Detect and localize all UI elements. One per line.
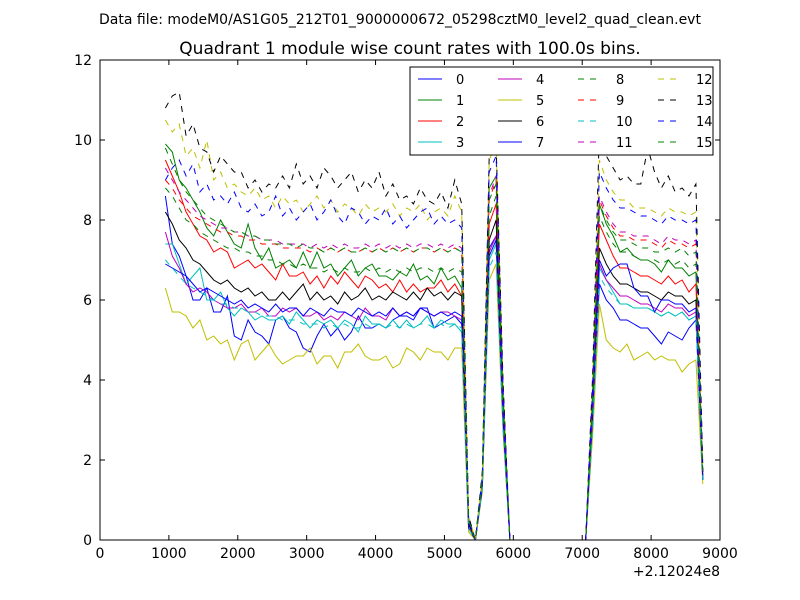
series-line-14 — [164, 155, 704, 540]
y-tick-label: 2 — [83, 453, 92, 469]
y-tick-label: 6 — [83, 293, 92, 309]
y-tick-label: 10 — [74, 133, 92, 149]
x-tick-label: 2000 — [220, 546, 256, 562]
series-layer — [164, 91, 704, 540]
series-line-1 — [165, 143, 704, 540]
legend-label-15: 15 — [696, 136, 713, 151]
series-line-2 — [164, 159, 704, 540]
y-tick-label: 8 — [83, 213, 92, 229]
legend-label-10: 10 — [616, 115, 633, 130]
series-line-10 — [165, 251, 704, 540]
chart-title: Quadrant 1 module wise count rates with … — [179, 39, 640, 59]
series-line-7 — [165, 239, 704, 540]
series-line-9 — [165, 179, 704, 540]
series-line-5 — [164, 263, 704, 540]
series-line-15 — [164, 147, 704, 540]
legend-label-0: 0 — [456, 73, 464, 88]
x-tick-label: 1000 — [151, 546, 187, 562]
legend-label-8: 8 — [616, 73, 624, 88]
y-tick-label: 0 — [83, 533, 92, 549]
series-line-6 — [164, 211, 704, 540]
legend-label-2: 2 — [456, 115, 464, 130]
y-tick-label: 12 — [74, 53, 92, 69]
legend-label-6: 6 — [536, 115, 544, 130]
series-line-13 — [164, 91, 704, 540]
legend-box — [409, 66, 714, 156]
legend-label-12: 12 — [696, 73, 713, 88]
legend-label-3: 3 — [456, 136, 464, 151]
x-tick-label: 5000 — [427, 546, 463, 562]
x-axis: 0 1000 2000 3000 4000 5000 6000 7000 8000 9000 — [96, 60, 738, 562]
x-tick-label: 4000 — [358, 546, 394, 562]
x-tick-label: 6000 — [496, 546, 532, 562]
suptitle: Data file: modeM0/AS1G05_212T01_90000006… — [99, 12, 701, 28]
x-offset-label: +2.12024e8 — [633, 564, 720, 580]
legend-label-13: 13 — [696, 94, 713, 109]
legend-label-9: 9 — [616, 94, 624, 109]
x-tick-label: 3000 — [289, 546, 325, 562]
legend-label-11: 11 — [616, 136, 633, 151]
legend-label-14: 14 — [696, 115, 713, 130]
series-line-3 — [165, 243, 704, 540]
legend-label-7: 7 — [536, 136, 544, 151]
legend-label-1: 1 — [456, 94, 464, 109]
legend-label-5: 5 — [536, 94, 544, 109]
series-line-12 — [164, 119, 704, 540]
x-tick-label: 9000 — [702, 546, 738, 562]
series-line-4 — [164, 231, 704, 540]
series-line-11 — [164, 167, 704, 540]
y-tick-label: 4 — [83, 373, 92, 389]
x-tick-label: 7000 — [564, 546, 600, 562]
x-tick-label: 8000 — [633, 546, 669, 562]
x-tick-label: 0 — [96, 546, 105, 562]
series-line-8 — [165, 187, 704, 540]
legend-label-4: 4 — [536, 73, 544, 88]
series-line-0 — [164, 195, 704, 540]
